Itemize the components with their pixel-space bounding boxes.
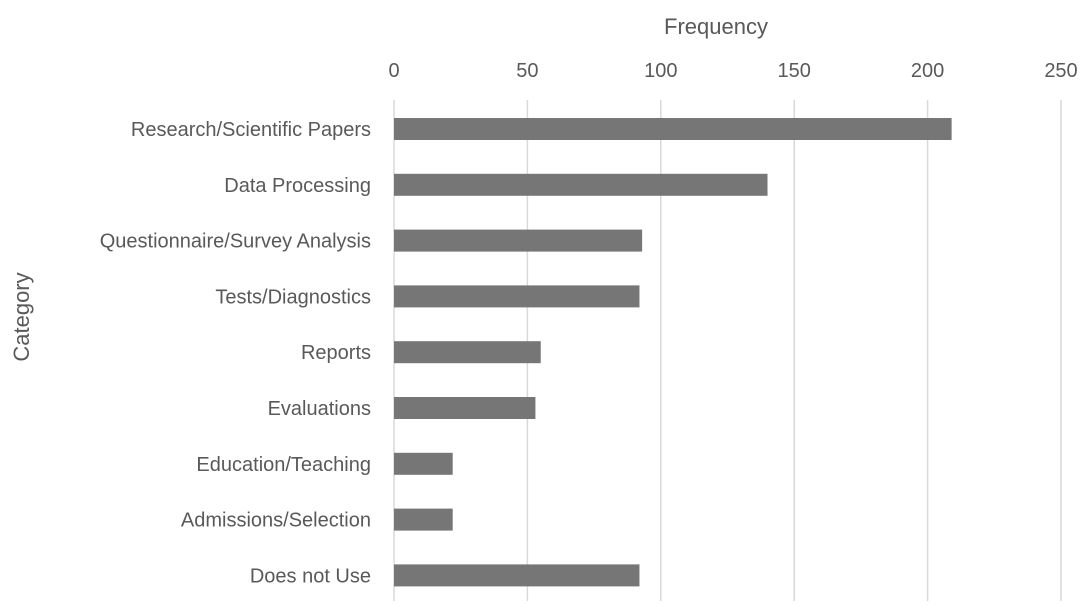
category-label: Research/Scientific Papers [131, 119, 371, 141]
x-tick-label: 150 [778, 60, 811, 82]
bar [394, 173, 768, 196]
bar [394, 397, 536, 419]
x-tick-labels: 0 50 100 150 200 250 [388, 60, 1077, 82]
x-tick-label: 0 [388, 60, 399, 82]
bar [394, 229, 643, 252]
category-label: Evaluations [268, 398, 371, 420]
x-tick-label: 50 [516, 60, 538, 82]
x-axis-title: Frequency [664, 14, 768, 39]
x-tick-label: 250 [1044, 60, 1077, 82]
bar [394, 564, 640, 587]
category-label: Education/Teaching [196, 454, 371, 476]
x-tick-label: 200 [911, 60, 944, 82]
bar [394, 341, 541, 364]
x-tick-label: 100 [644, 60, 677, 82]
category-label: Questionnaire/Survey Analysis [100, 231, 371, 253]
category-label: Admissions/Selection [181, 510, 371, 532]
bar [394, 118, 952, 140]
category-labels: Research/Scientific Papers Data Processin… [100, 119, 371, 587]
bars [394, 118, 952, 587]
bar [394, 452, 453, 475]
category-label: Does not Use [250, 565, 371, 587]
category-label: Reports [301, 342, 371, 364]
bar [394, 508, 453, 531]
y-axis-title: Category [9, 272, 34, 361]
category-label: Tests/Diagnostics [215, 286, 371, 308]
bar [394, 285, 640, 308]
category-label: Data Processing [224, 175, 371, 197]
